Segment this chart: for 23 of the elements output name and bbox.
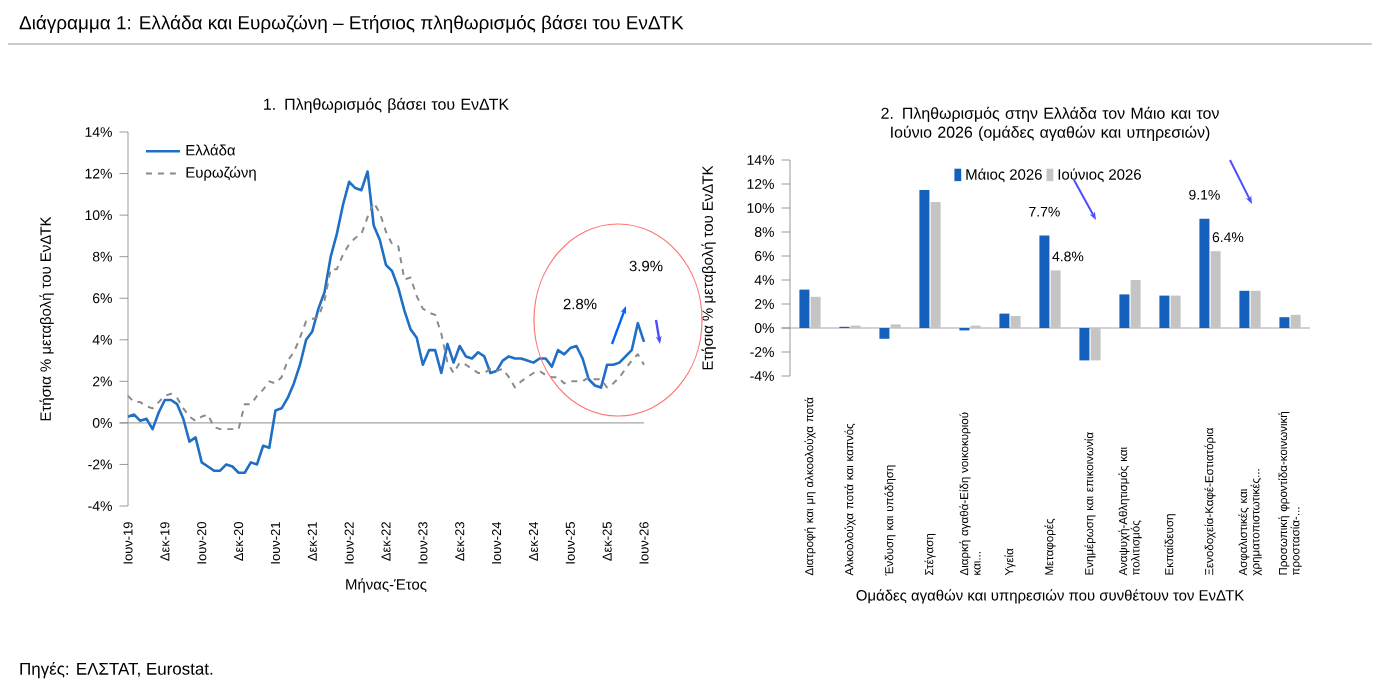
bar bbox=[1279, 317, 1290, 328]
bar bbox=[1119, 294, 1130, 328]
bar bbox=[1050, 270, 1061, 328]
bar bbox=[1090, 328, 1101, 361]
bar bbox=[810, 296, 821, 328]
bar bbox=[1130, 280, 1141, 328]
bar bbox=[1159, 295, 1170, 328]
text: Πηγές: ΕΛΣΤΑΤ, Eurostat. bbox=[20, 661, 213, 679]
bar bbox=[919, 190, 930, 328]
text: Διάγραμμα 1: Ελλάδα και Ευρωζώνη – Ετήσιος πληθωρισμός βάσει του ΕνΔΤΚ bbox=[19, 14, 684, 34]
bar bbox=[1079, 328, 1090, 361]
bar bbox=[999, 313, 1010, 328]
bar bbox=[1010, 316, 1021, 328]
bar bbox=[1290, 314, 1301, 328]
bar bbox=[1239, 290, 1250, 328]
bar bbox=[799, 289, 810, 328]
bar bbox=[1250, 290, 1261, 328]
bar bbox=[930, 202, 941, 328]
bar bbox=[1199, 218, 1210, 328]
bar bbox=[1210, 251, 1221, 328]
bar bbox=[1170, 295, 1181, 328]
bar bbox=[879, 328, 890, 339]
bar bbox=[1039, 235, 1050, 328]
